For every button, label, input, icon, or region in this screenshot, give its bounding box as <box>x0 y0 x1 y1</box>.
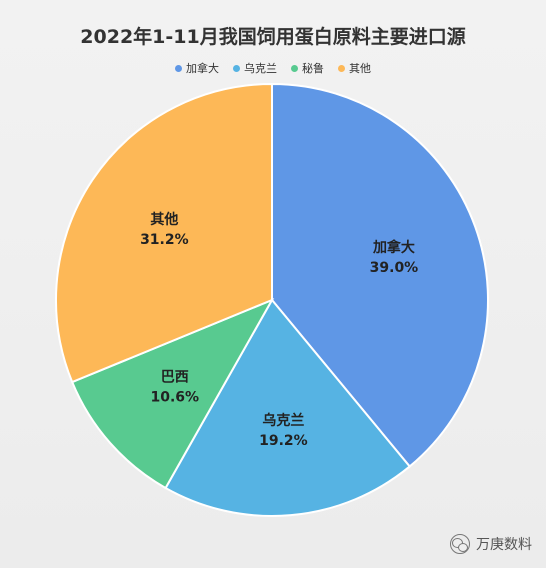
legend-swatch-other <box>338 64 345 72</box>
pie-slice[interactable] <box>55 82 273 384</box>
legend-label-canada: 加拿大 <box>186 62 219 75</box>
legend-item-peru[interactable]: 秘鲁 <box>291 60 324 76</box>
chart-legend: 加拿大 乌克兰 秘鲁 其他 <box>0 60 546 76</box>
pie-slice-label: 乌克兰 <box>262 412 304 429</box>
legend-swatch-canada <box>175 64 182 72</box>
legend-swatch-peru <box>291 64 298 72</box>
pie-slice-value-label: 19.2% <box>259 433 308 449</box>
watermark: 万庚数料 <box>450 534 532 554</box>
wechat-icon <box>450 534 470 554</box>
legend-label-other: 其他 <box>349 62 371 75</box>
pie-slice[interactable] <box>164 298 412 517</box>
pie-slice[interactable] <box>70 297 275 490</box>
pie-slice-value-label: 31.2% <box>140 232 189 248</box>
pie-slice-value-label: 39.0% <box>370 260 419 276</box>
pie-slice-value-label: 10.6% <box>150 390 199 406</box>
legend-item-canada[interactable]: 加拿大 <box>175 60 219 76</box>
chart-title: 2022年1-11月我国饲用蛋白原料主要进口源 <box>80 26 466 48</box>
legend-label-peru: 秘鲁 <box>302 62 324 75</box>
watermark-text: 万庚数料 <box>476 537 532 553</box>
legend-swatch-ukraine <box>233 64 240 72</box>
legend-item-ukraine[interactable]: 乌克兰 <box>233 60 277 76</box>
legend-label-ukraine: 乌克兰 <box>244 62 277 75</box>
pie-slice-label: 其他 <box>150 211 178 228</box>
legend-item-other[interactable]: 其他 <box>338 60 371 76</box>
pie-slice-label: 巴西 <box>161 370 189 386</box>
pie-slice[interactable] <box>271 82 489 468</box>
pie-slice-label: 加拿大 <box>372 239 415 256</box>
